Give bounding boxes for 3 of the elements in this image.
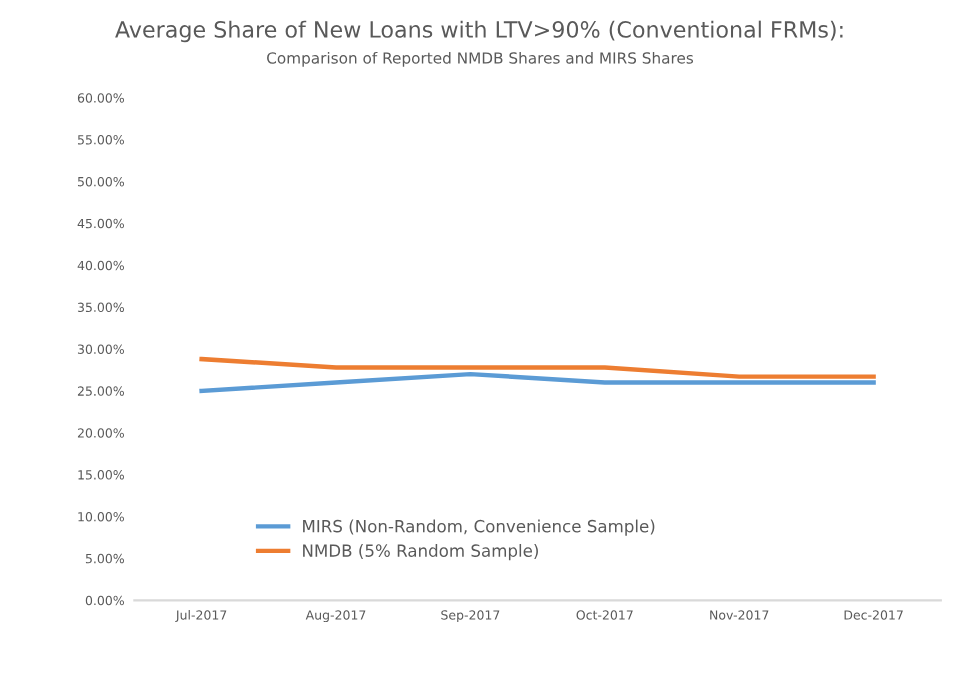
legend-label: NMDB (5% Random Sample) [303, 544, 538, 561]
legend-label: MIRS (Non-Random, Convenience Sample) [303, 519, 655, 536]
chart-title: Average Share of New Loans with LTV>90% (Conventional FRMs): [115, 20, 843, 43]
